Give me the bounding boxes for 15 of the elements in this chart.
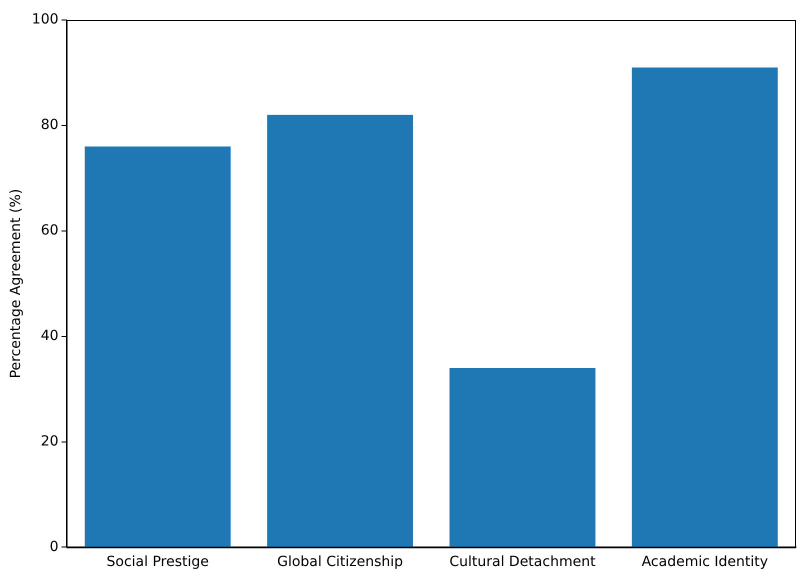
x-tick-label: Cultural Detachment (449, 554, 596, 570)
y-tick-label: 0 (50, 538, 59, 555)
y-tick-label: 40 (40, 328, 59, 344)
bar (632, 67, 778, 547)
y-axis-title: Percentage Agreement (%) (8, 188, 24, 378)
y-tick-label: 80 (40, 117, 59, 134)
x-tick-label: Academic Identity (642, 554, 768, 570)
bar (84, 146, 231, 547)
bar (450, 368, 596, 547)
bar (267, 114, 414, 547)
y-tick-label: 100 (32, 12, 59, 28)
x-tick-label: Global Citizenship (277, 554, 404, 570)
y-tick-label: 60 (40, 222, 59, 239)
y-tick-label: 20 (40, 433, 59, 450)
x-tick-label: Social Prestige (106, 554, 209, 570)
